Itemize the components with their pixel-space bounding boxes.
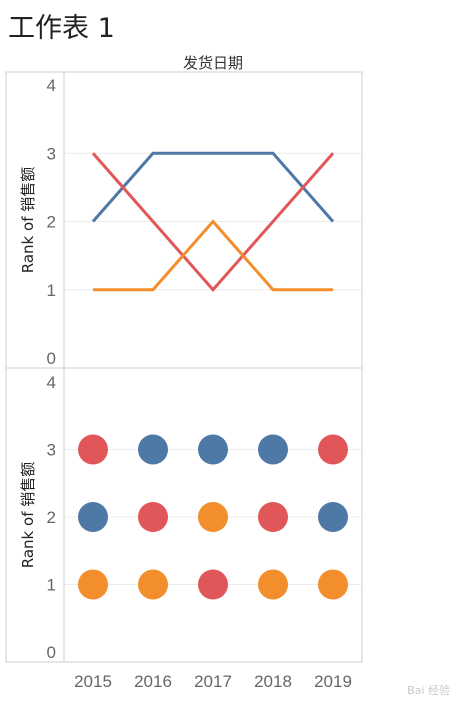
x-tick-label: 2016 — [134, 672, 172, 691]
x-tick-label: 2018 — [254, 672, 292, 691]
sheet-title: 工作表 1 — [8, 13, 115, 44]
data-point — [78, 434, 108, 465]
data-point — [198, 434, 228, 465]
y-tick-label: 2 — [47, 508, 56, 527]
chart-frame — [5, 71, 363, 663]
column-header: 发货日期 — [182, 54, 243, 72]
data-point — [258, 434, 288, 465]
line-panel: 0 1 2 3 4 Rank of 销售额 — [19, 76, 362, 368]
y-tick-label: 1 — [47, 281, 56, 300]
x-tick-label: 2017 — [194, 672, 232, 691]
watermark: Bai 经验 — [407, 684, 450, 697]
y-tick-label: 3 — [47, 441, 56, 460]
series-line — [91, 151, 335, 223]
y-tick-label: 4 — [47, 76, 56, 95]
y-tick-label: 4 — [47, 373, 56, 392]
circle-panel: 0 1 2 3 4 Rank of 销售额 — [19, 373, 362, 662]
data-point — [318, 569, 348, 600]
x-tick-label: 2015 — [74, 672, 112, 691]
data-point — [318, 502, 348, 532]
data-point — [138, 569, 168, 600]
y-axis-label: Rank of 销售额 — [19, 462, 37, 568]
x-tick-label: 2019 — [314, 672, 352, 691]
series-line — [91, 152, 335, 293]
y-tick-label: 2 — [47, 213, 56, 232]
data-point — [198, 502, 228, 532]
y-tick-label: 0 — [47, 349, 56, 368]
data-point — [258, 569, 288, 600]
y-tick-label: 3 — [47, 144, 56, 163]
data-point — [78, 569, 108, 600]
y-tick-label: 1 — [47, 576, 56, 595]
y-axis-label: Rank of 销售额 — [19, 167, 37, 273]
data-point — [198, 569, 228, 600]
data-point — [138, 502, 168, 532]
data-point — [78, 502, 108, 532]
data-point — [258, 502, 288, 532]
series-line — [93, 219, 333, 292]
y-tick-label: 0 — [47, 643, 56, 662]
data-point — [318, 434, 348, 465]
data-point — [138, 434, 168, 465]
